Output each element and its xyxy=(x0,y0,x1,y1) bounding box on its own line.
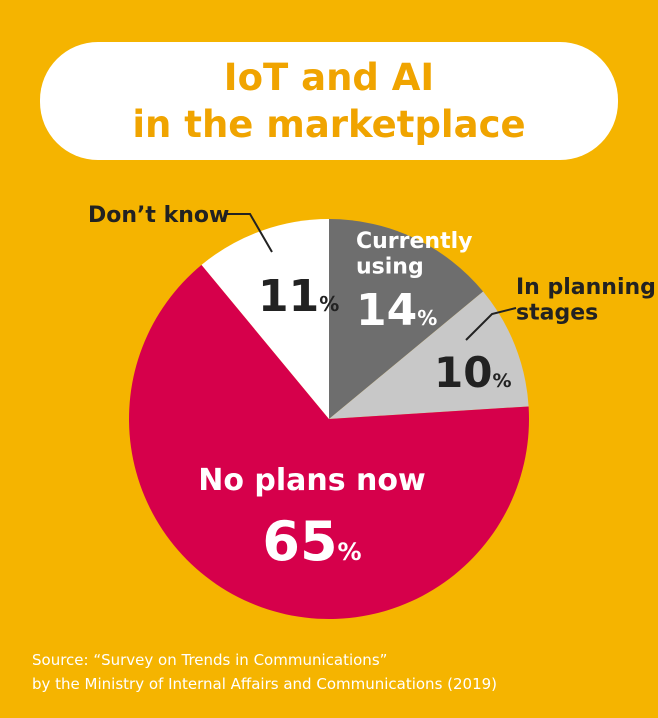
slice-value-no-plans-now: 65% xyxy=(262,510,361,573)
pie-slice-currently-using xyxy=(329,219,484,419)
source-line2: by the Ministry of Internal Affairs and … xyxy=(32,675,498,693)
leader-line-dont-know xyxy=(224,213,273,253)
pie-slice-in-planning-stages xyxy=(329,291,529,419)
slice-label-dont-know: Don’t know xyxy=(88,203,229,228)
pie-slice-no-plans-now xyxy=(129,264,530,620)
slice-label-no-plans-now: No plans now xyxy=(198,463,426,498)
slice-value-currently-using: 14% xyxy=(356,285,437,336)
slice-value-in-planning-stages: 10% xyxy=(434,348,512,397)
leader-line-in-planning-stages xyxy=(465,307,517,341)
source-note: Source: “Survey on Trends in Communicati… xyxy=(32,648,497,696)
chart-title-line1: IoT and AI xyxy=(223,56,435,99)
title-box: IoT and AI in the marketplace xyxy=(40,42,618,160)
pie-slice-dont-know xyxy=(201,219,329,419)
chart-title-line2: in the marketplace xyxy=(132,103,526,146)
slice-label-currently-using: Currently using xyxy=(356,229,473,279)
slice-value-dont-know: 11% xyxy=(258,271,339,322)
source-line1: Source: “Survey on Trends in Communicati… xyxy=(32,651,388,669)
slice-label-in-planning-stages: In planning stages xyxy=(516,275,656,325)
